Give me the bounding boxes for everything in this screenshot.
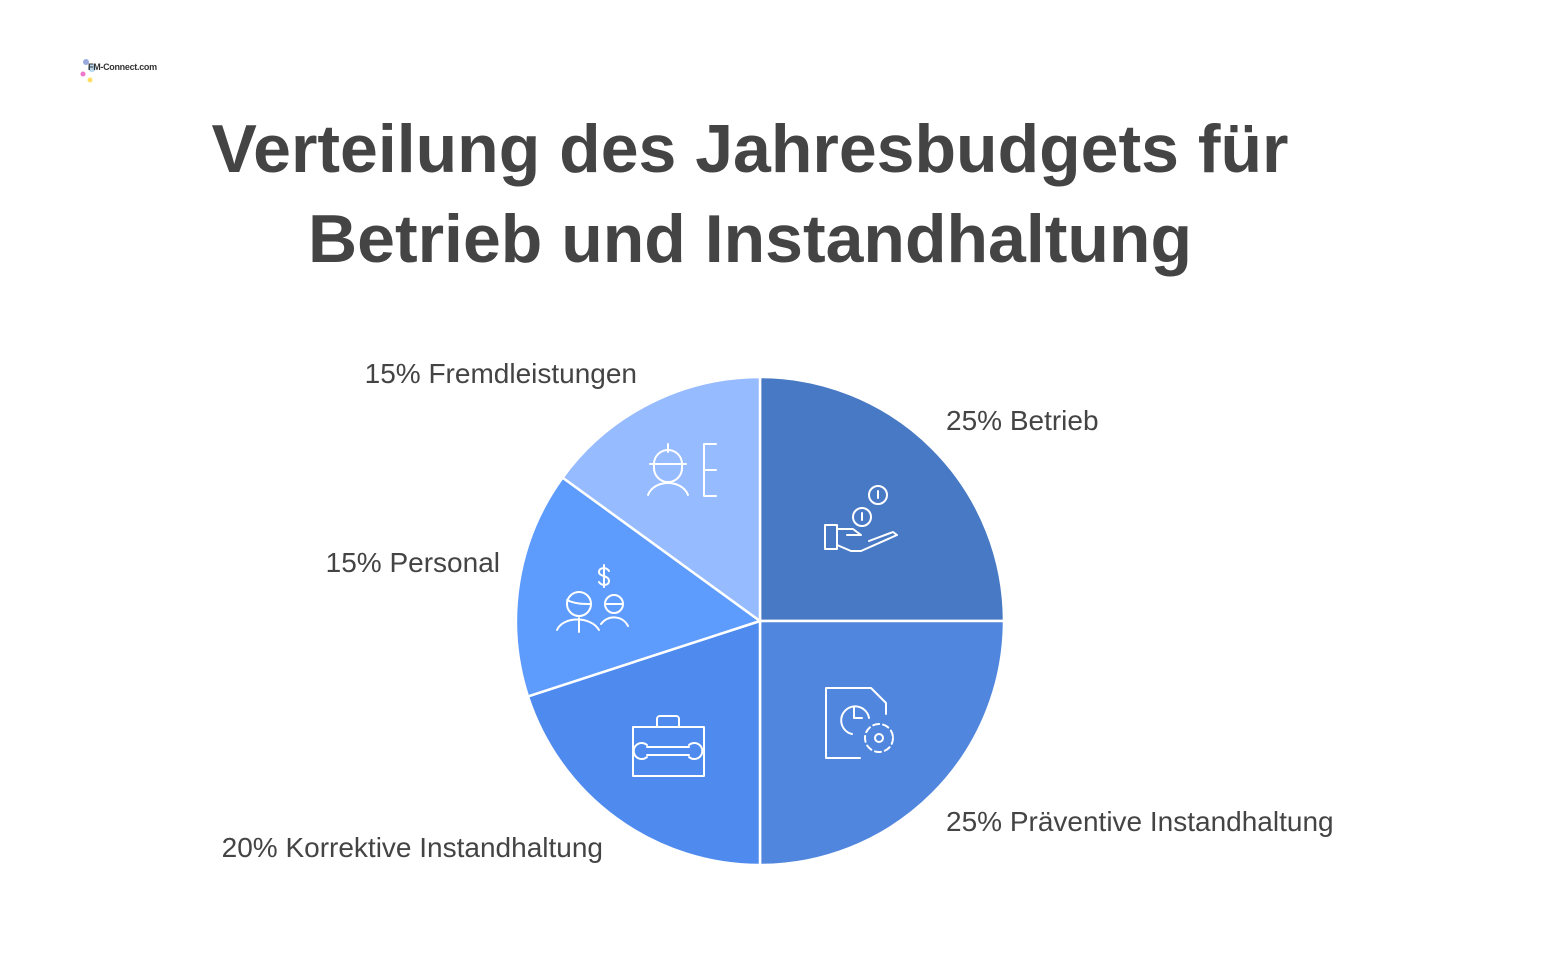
worker-helmet-icon	[647, 443, 717, 497]
hand-coins-icon	[824, 485, 898, 552]
logo-graphic	[80, 59, 96, 83]
slice-label-personal: 15% Personal	[325, 547, 500, 578]
pie-slice-pr-ventive-instandhaltung	[758, 619, 1006, 867]
slice-label-pr-ventive-instandhaltung: 25% Präventive Instandhaltung	[946, 806, 1334, 837]
toolbox-wrench-icon	[632, 715, 705, 777]
chart-title: Verteilung des Jahresbudgets für Betrieb…	[0, 104, 1500, 284]
pie-slice-betrieb	[758, 375, 1006, 623]
pie-slice-personal	[514, 475, 763, 698]
chart-title-line-2: Betrieb und Instandhaltung	[308, 201, 1192, 277]
document-clock-gear-icon	[825, 687, 894, 759]
logo-text: FM-Connect.com	[88, 62, 157, 72]
slice-label-fremdleistungen: 15% Fremdleistungen	[364, 358, 637, 389]
slice-label-betrieb: 25% Betrieb	[946, 405, 1099, 436]
people-dollar-icon	[556, 564, 629, 633]
pie-slice-fremdleistungen	[560, 375, 762, 624]
slice-label-korrektive-instandhaltung: 20% Korrektive Instandhaltung	[221, 832, 603, 863]
chart-title-line-1: Verteilung des Jahresbudgets für	[211, 111, 1289, 187]
